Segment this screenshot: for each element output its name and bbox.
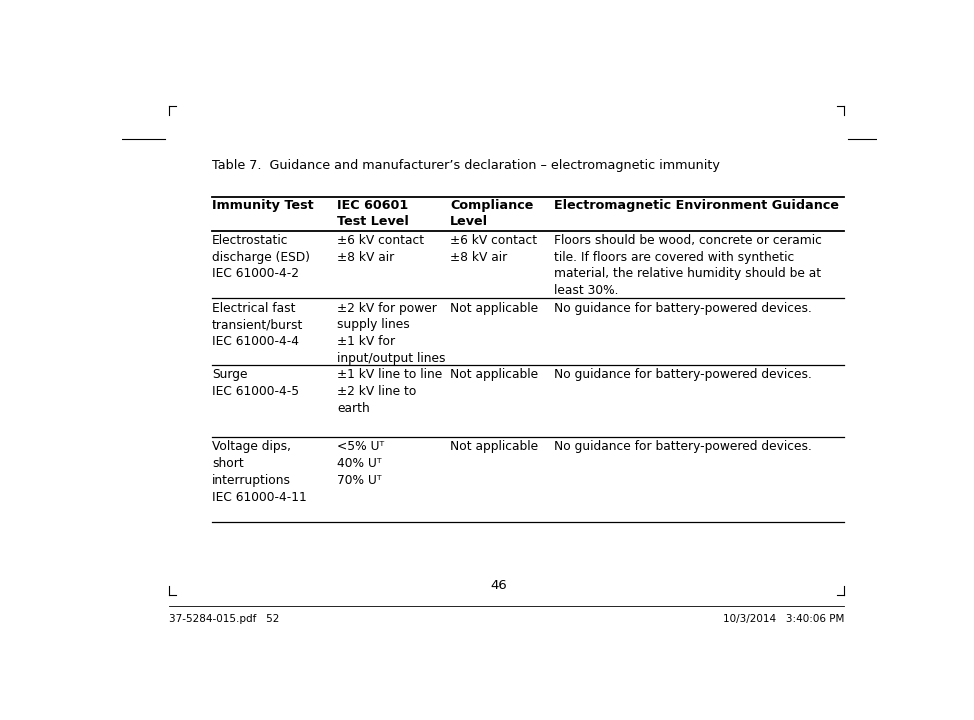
Text: ±6 kV contact
±8 kV air: ±6 kV contact ±8 kV air xyxy=(450,234,538,264)
Text: 10/3/2014   3:40:06 PM: 10/3/2014 3:40:06 PM xyxy=(723,614,844,624)
Text: 46: 46 xyxy=(491,579,507,592)
Text: No guidance for battery-powered devices.: No guidance for battery-powered devices. xyxy=(553,368,811,381)
Text: Surge
IEC 61000-4-5: Surge IEC 61000-4-5 xyxy=(212,368,299,398)
Text: No guidance for battery-powered devices.: No guidance for battery-powered devices. xyxy=(553,440,811,453)
Text: Electrostatic
discharge (ESD)
IEC 61000-4-2: Electrostatic discharge (ESD) IEC 61000-… xyxy=(212,234,310,281)
Text: Immunity Test: Immunity Test xyxy=(212,199,314,212)
Text: Not applicable: Not applicable xyxy=(450,302,539,315)
Text: No guidance for battery-powered devices.: No guidance for battery-powered devices. xyxy=(553,302,811,315)
Text: Electromagnetic Environment Guidance: Electromagnetic Environment Guidance xyxy=(553,199,839,212)
Text: ±6 kV contact
±8 kV air: ±6 kV contact ±8 kV air xyxy=(337,234,424,264)
Text: 37-5284-015.pdf   52: 37-5284-015.pdf 52 xyxy=(169,614,279,624)
Text: <5% Uᵀ
40% Uᵀ
70% Uᵀ: <5% Uᵀ 40% Uᵀ 70% Uᵀ xyxy=(337,440,384,487)
Text: Not applicable: Not applicable xyxy=(450,368,539,381)
Text: Electrical fast
transient/burst
IEC 61000-4-4: Electrical fast transient/burst IEC 6100… xyxy=(212,302,303,348)
Text: Compliance
Level: Compliance Level xyxy=(450,199,534,228)
Text: Not applicable: Not applicable xyxy=(450,440,539,453)
Text: Voltage dips,
short
interruptions
IEC 61000-4-11: Voltage dips, short interruptions IEC 61… xyxy=(212,440,307,503)
Text: ±1 kV line to line
±2 kV line to
earth: ±1 kV line to line ±2 kV line to earth xyxy=(337,368,442,415)
Text: ±2 kV for power
supply lines
±1 kV for
input/output lines: ±2 kV for power supply lines ±1 kV for i… xyxy=(337,302,445,365)
Text: IEC 60601
Test Level: IEC 60601 Test Level xyxy=(337,199,409,228)
Text: Table 7.  Guidance and manufacturer’s declaration – electromagnetic immunity: Table 7. Guidance and manufacturer’s dec… xyxy=(212,159,720,172)
Text: Floors should be wood, concrete or ceramic
tile. If floors are covered with synt: Floors should be wood, concrete or ceram… xyxy=(553,234,821,297)
